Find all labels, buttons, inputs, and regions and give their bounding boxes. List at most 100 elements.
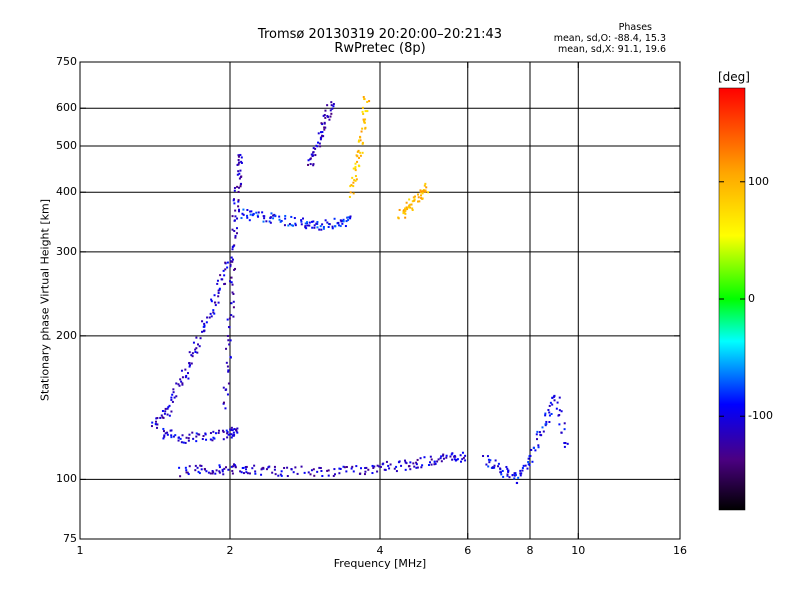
data-point xyxy=(342,218,345,221)
data-point xyxy=(202,435,205,438)
data-point xyxy=(445,454,448,457)
data-point xyxy=(231,291,234,294)
data-point xyxy=(239,169,242,172)
data-point xyxy=(513,474,516,477)
data-point xyxy=(522,464,525,467)
data-point xyxy=(436,460,439,463)
data-point xyxy=(237,170,240,173)
data-point xyxy=(508,476,511,479)
data-point xyxy=(163,435,166,438)
data-point xyxy=(191,352,194,355)
data-point xyxy=(185,374,188,377)
data-point xyxy=(236,173,239,176)
data-point xyxy=(310,469,313,472)
data-point xyxy=(179,378,182,381)
data-point xyxy=(404,216,407,219)
data-point xyxy=(328,118,331,121)
data-point xyxy=(230,465,233,468)
data-point xyxy=(237,190,240,193)
data-point xyxy=(239,153,242,156)
data-point xyxy=(161,410,164,413)
data-point xyxy=(211,439,214,442)
data-point xyxy=(262,466,265,469)
data-point xyxy=(182,441,185,444)
data-point xyxy=(513,472,516,475)
data-point xyxy=(449,455,452,458)
colorbar-label: [deg] xyxy=(718,70,750,84)
y-tick-label: 100 xyxy=(56,472,77,486)
data-point xyxy=(424,182,427,185)
data-point xyxy=(189,364,192,367)
data-point xyxy=(366,110,369,113)
data-point xyxy=(257,211,260,214)
data-point xyxy=(445,456,448,459)
data-point xyxy=(409,461,412,464)
phases-x-mode: mean, sd,X: 91.1, 19.6 xyxy=(557,44,666,55)
data-point xyxy=(232,292,235,295)
data-point xyxy=(313,226,316,229)
data-point xyxy=(229,260,232,263)
data-point xyxy=(246,209,249,212)
data-point xyxy=(553,399,556,402)
data-point xyxy=(229,356,232,359)
data-point xyxy=(421,190,424,193)
data-point xyxy=(355,178,358,181)
data-point xyxy=(310,153,313,156)
data-point xyxy=(558,413,561,416)
data-point xyxy=(235,428,238,431)
data-point xyxy=(507,469,510,472)
data-point xyxy=(233,198,236,201)
y-tick-label: 300 xyxy=(56,244,77,258)
data-point xyxy=(405,206,408,209)
data-point xyxy=(551,396,554,399)
data-point xyxy=(228,433,231,436)
data-point xyxy=(261,211,264,214)
data-point xyxy=(237,199,240,202)
phases-o-mode: mean, sd,O: -88.4, 15.3 xyxy=(553,33,666,44)
data-point xyxy=(230,426,233,429)
data-point xyxy=(268,465,271,468)
data-point xyxy=(180,369,183,372)
data-point xyxy=(224,268,227,271)
data-point xyxy=(290,215,293,218)
data-point xyxy=(226,266,229,269)
data-point xyxy=(199,337,202,340)
x-tick-label: 10 xyxy=(571,544,586,557)
data-point xyxy=(218,470,221,473)
data-point xyxy=(231,472,234,475)
data-point xyxy=(217,295,220,298)
data-point xyxy=(300,223,303,226)
data-point xyxy=(371,464,374,467)
data-point xyxy=(558,409,561,412)
data-point xyxy=(205,470,208,473)
data-point xyxy=(319,145,322,148)
data-point xyxy=(174,434,177,437)
data-point xyxy=(229,428,232,431)
data-point xyxy=(558,396,561,399)
data-point xyxy=(500,473,503,476)
data-point xyxy=(237,158,240,161)
data-point xyxy=(307,159,310,162)
data-point xyxy=(221,470,224,473)
colorbar-tick-label: 0 xyxy=(748,292,755,305)
data-points xyxy=(150,96,569,485)
data-point xyxy=(187,437,190,440)
data-point xyxy=(185,471,188,474)
data-point xyxy=(184,376,187,379)
data-point xyxy=(527,457,530,460)
data-point xyxy=(163,434,166,437)
data-point xyxy=(421,197,424,200)
data-point xyxy=(228,317,231,320)
data-point xyxy=(203,467,206,470)
data-point xyxy=(162,437,165,440)
data-point xyxy=(246,216,249,219)
data-point xyxy=(308,221,311,224)
data-point xyxy=(274,214,277,217)
data-point xyxy=(212,430,215,433)
data-point xyxy=(269,221,272,224)
data-point xyxy=(412,196,415,199)
data-point xyxy=(323,121,326,124)
data-point xyxy=(280,470,283,473)
data-point xyxy=(248,219,251,222)
data-point xyxy=(233,433,236,436)
